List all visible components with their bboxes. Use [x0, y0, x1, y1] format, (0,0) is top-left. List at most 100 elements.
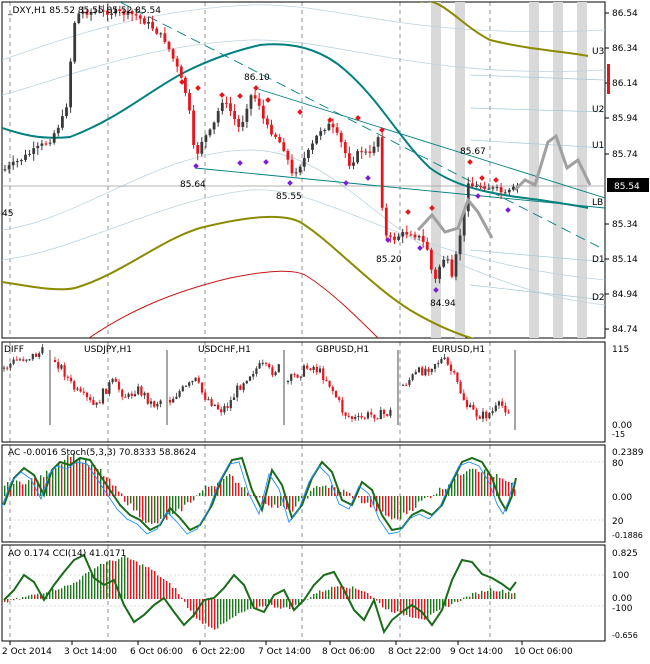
basket-bear-candle: [226, 406, 229, 409]
ao-bar: [403, 599, 405, 616]
ao-bar: [130, 559, 132, 599]
ac-bar: [367, 496, 369, 503]
basket-bull-candle: [433, 364, 437, 369]
bear-candle: [184, 77, 187, 93]
bull-candle: [417, 235, 421, 238]
ao-bar: [319, 590, 321, 599]
fractal-down-marker: [417, 245, 423, 251]
basket-bear-candle: [315, 366, 318, 373]
price-tick-label: 85.94: [612, 114, 638, 124]
bull-candle: [487, 188, 491, 190]
bull-candle: [216, 111, 220, 123]
ao-bar: [445, 599, 447, 607]
bear-candle: [430, 249, 433, 270]
ao-bar: [34, 594, 36, 599]
ac-bar: [202, 490, 204, 496]
ac-bar: [424, 496, 426, 499]
ao-bar: [262, 599, 264, 607]
basket-bull-candle: [191, 380, 194, 383]
ac-bar: [223, 478, 225, 496]
ao-bar: [16, 597, 18, 599]
ac-bar: [319, 487, 321, 496]
basket-bull-candle: [379, 409, 382, 420]
bull-candle: [159, 33, 163, 35]
basket-bull-candle: [258, 363, 261, 369]
ac-bar: [439, 487, 441, 496]
bull-candle: [69, 61, 72, 108]
ao-bar: [469, 596, 471, 599]
ao-bar: [154, 571, 156, 599]
basket-bull-candle: [252, 373, 255, 377]
ac-bar: [184, 496, 186, 505]
ac-bar: [313, 487, 315, 496]
ac-bar: [25, 484, 27, 496]
ao-bar: [409, 599, 411, 617]
upper-band: [420, 2, 589, 57]
bear-candle: [360, 151, 364, 153]
bear-candle: [425, 241, 429, 250]
ac-bar: [469, 469, 471, 496]
ao-bar: [160, 577, 162, 599]
main-plot-area: [2, 2, 605, 338]
basket-bull-candle: [354, 416, 357, 419]
time-tick-label: 8 Oct 06:00: [322, 647, 375, 657]
ac-bar: [394, 496, 396, 519]
fractal-down-marker: [475, 193, 481, 199]
ac-bar: [373, 496, 375, 506]
ac-bar: [148, 496, 150, 523]
ao-bar: [25, 596, 27, 599]
ac-bar: [130, 496, 132, 504]
ao-bar: [40, 594, 42, 599]
ac-bar: [364, 496, 366, 504]
bear-candle: [483, 186, 487, 189]
ao-bar: [118, 559, 120, 599]
bull-candle: [249, 95, 253, 109]
ao-tick: 100: [612, 571, 629, 581]
teal-moving-average: [2, 43, 589, 209]
low-annotation: 84.94: [430, 299, 456, 309]
basket-bear-candle: [446, 357, 449, 365]
ac-bar: [163, 496, 165, 519]
basket-bear-candle: [146, 392, 149, 404]
bull-candle: [11, 161, 15, 166]
level-label: D2: [592, 293, 605, 303]
ao-bar: [19, 599, 21, 600]
bull-candle: [245, 108, 249, 122]
ac-bar: [154, 496, 156, 523]
ac-bar: [85, 459, 87, 496]
bull-candle: [20, 160, 23, 162]
fractal-up-marker: [253, 85, 259, 91]
ao-bar: [265, 599, 267, 607]
level-label: D1: [592, 255, 605, 265]
ac-bar: [316, 486, 318, 496]
ao-tick: -100: [612, 604, 633, 614]
ac-bar: [208, 486, 210, 496]
ac-bar: [7, 482, 9, 496]
basket-tick: 115: [612, 345, 629, 355]
ao-bar: [424, 599, 426, 620]
basket-bull-candle: [108, 382, 111, 394]
bull-candle: [200, 141, 204, 154]
ao-bar: [277, 599, 279, 608]
fractal-up-marker: [237, 93, 243, 99]
basket-bull-candle: [494, 405, 497, 412]
ac-bar: [283, 496, 285, 507]
ac-bar: [190, 496, 192, 503]
bear-candle: [134, 14, 138, 16]
ao-bar: [55, 590, 57, 599]
ac-bar: [430, 496, 432, 499]
ac-bar: [325, 485, 327, 496]
ao-bar: [103, 564, 105, 599]
ao-bar: [256, 599, 258, 609]
bear-candle: [331, 123, 335, 128]
bear-candle: [167, 41, 171, 50]
ac-bar: [52, 470, 54, 496]
basket-label-gbpusd: GBPUSD,H1: [316, 345, 369, 355]
ao-bar: [370, 596, 372, 599]
basket-bear-candle: [421, 367, 424, 376]
ac-bar: [466, 471, 468, 496]
ac-bar: [280, 496, 282, 506]
ao-bar: [457, 599, 459, 603]
ao-bar: [22, 597, 24, 599]
ao-bar: [442, 599, 444, 608]
